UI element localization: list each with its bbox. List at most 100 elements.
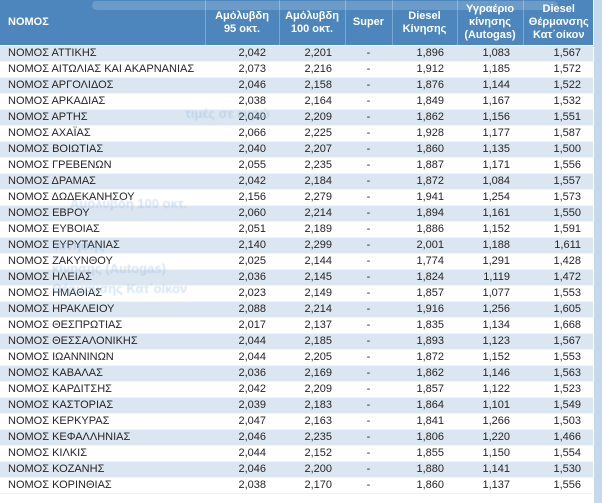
column-header-super: Super [344,0,392,46]
table-row: ΝΟΜΟΣ ΕΥΡΥΤΑΝΙΑΣ 2,140 2,299 - 2,001 1,188 1,6… [0,237,594,254]
cell-unleaded100: 2,201 [304,47,332,59]
cell-unleaded100: 2,216 [304,63,332,75]
cell-autogas: 1,254 [482,191,510,203]
column-header-unleaded100: Αμόλυβδη 100 οκτ. [278,0,345,46]
cell-nomos: ΝΟΜΟΣ ΚΙΛΚΙΣ [8,447,88,459]
cell-unleaded100: 2,145 [304,271,332,283]
cell-heating: 1,500 [553,143,581,155]
cell-diesel: 1,857 [416,287,444,299]
table-row: ΝΟΜΟΣ ΚΟΡΙΝΘΙΑΣ 2,038 2,170 - 1,860 1,137 1,55… [0,478,594,494]
cell-unleaded100: 2,279 [304,191,332,203]
cell-heating: 1,668 [553,319,581,331]
cell-nomos: ΝΟΜΟΣ ΚΑΒΑΛΑΣ [8,367,103,379]
table-row: ΝΟΜΟΣ ΚΑΣΤΟΡΙΑΣ 2,039 2,183 - 1,864 1,101 1,54… [0,397,594,414]
cell-super: - [366,127,371,139]
cell-unleaded100: 2,205 [304,351,332,363]
cell-heating: 1,567 [553,335,581,347]
cell-diesel: 1,860 [416,143,444,155]
cell-autogas: 1,291 [482,255,510,267]
cell-diesel: 1,941 [416,191,444,203]
cell-unleaded95: 2,073 [238,63,266,75]
cell-unleaded100: 2,152 [304,447,332,459]
cell-unleaded100: 2,137 [304,319,332,331]
cell-super: - [366,303,371,315]
column-header-heating: Diesel Θέρμανσης Κατ΄οίκον [522,0,594,46]
cell-nomos: ΝΟΜΟΣ ΑΡΚΑΔΙΑΣ [8,95,106,107]
cell-nomos: ΝΟΜΟΣ ΚΟΖΑΝΗΣ [8,463,105,475]
cell-unleaded95: 2,055 [238,159,266,171]
cell-heating: 1,572 [553,63,581,75]
cell-diesel: 1,774 [416,255,444,267]
cell-diesel: 1,916 [416,303,444,315]
cell-unleaded100: 2,184 [304,175,332,187]
cell-diesel: 1,880 [416,463,444,475]
cell-nomos: ΝΟΜΟΣ ΘΕΣΣΑΛΟΝΙΚΗΣ [8,335,138,347]
fuel-prices-table: ΝΟΜΟΣ Αμόλυβδη 95 οκτ. Αμόλυβδη 100 οκτ. Supe… [0,0,594,494]
cell-heating: 1,549 [553,399,581,411]
cell-nomos: ΝΟΜΟΣ ΔΩΔΕΚΑΝΗΣΟΥ [8,191,135,203]
cell-diesel: 1,855 [416,447,444,459]
table-row: ΝΟΜΟΣ ΕΥΒΟΙΑΣ 2,051 2,189 - 1,886 1,152 1,591 [0,222,594,238]
cell-diesel: 1,894 [416,207,444,219]
cell-unleaded100: 2,235 [304,431,332,443]
cell-heating: 1,605 [553,303,581,315]
cell-autogas: 1,150 [482,447,510,459]
cell-diesel: 1,806 [416,431,444,443]
table-header: ΝΟΜΟΣ Αμόλυβδη 95 οκτ. Αμόλυβδη 100 οκτ. Supe… [0,0,594,46]
cell-nomos: ΝΟΜΟΣ ΑΤΤΙΚΗΣ [8,47,97,59]
cell-autogas: 1,177 [482,127,510,139]
cell-autogas: 1,161 [482,207,510,219]
cell-diesel: 1,887 [416,159,444,171]
column-header-unleaded95: Αμόλυβδη 95 οκτ. [204,0,279,46]
cell-autogas: 1,156 [482,111,510,123]
table-row: ΝΟΜΟΣ ΑΡΓΟΛΙΔΟΣ 2,046 2,158 - 1,876 1,144 1,52… [0,77,594,94]
cell-diesel: 1,857 [416,383,444,395]
table-row: ΝΟΜΟΣ ΖΑΚΥΝΘΟΥ 2,025 2,144 - 1,774 1,291 1,428 [0,254,594,270]
cell-heating: 1,522 [553,79,581,91]
cell-super: - [366,287,371,299]
cell-unleaded95: 2,017 [238,319,266,331]
cell-nomos: ΝΟΜΟΣ ΔΡΑΜΑΣ [8,175,96,187]
cell-super: - [366,239,371,251]
cell-nomos: ΝΟΜΟΣ ΗΛΕΙΑΣ [8,271,92,283]
cell-nomos: ΝΟΜΟΣ ΖΑΚΥΝΘΟΥ [8,255,113,267]
cell-autogas: 1,185 [482,63,510,75]
cell-super: - [366,111,371,123]
cell-unleaded95: 2,046 [238,79,266,91]
cell-unleaded95: 2,044 [238,335,266,347]
cell-unleaded100: 2,299 [304,239,332,251]
cell-unleaded95: 2,042 [238,175,266,187]
cell-super: - [366,207,371,219]
cell-heating: 1,472 [553,271,581,283]
cell-heating: 1,550 [553,207,581,219]
cell-heating: 1,553 [553,287,581,299]
cell-diesel: 1,872 [416,175,444,187]
cell-autogas: 1,152 [482,351,510,363]
cell-heating: 1,466 [553,431,581,443]
cell-autogas: 1,146 [482,367,510,379]
cell-nomos: ΝΟΜΟΣ ΚΕΡΚΥΡΑΣ [8,415,110,427]
table-row: ΝΟΜΟΣ ΙΩΑΝΝΙΝΩΝ 2,044 2,205 - 1,872 1,152 1,55… [0,350,594,366]
table-row: ΝΟΜΟΣ ΑΤΤΙΚΗΣ 2,042 2,201 - 1,896 1,083 1,567 [0,45,594,62]
cell-super: - [366,191,371,203]
cell-heating: 1,556 [553,479,581,491]
cell-autogas: 1,122 [482,383,510,395]
cell-autogas: 1,137 [482,479,510,491]
cell-super: - [366,447,371,459]
cell-unleaded100: 2,158 [304,79,332,91]
column-header-autogas: Υγραέριο κίνησης (Autogas) [456,0,523,46]
cell-unleaded95: 2,040 [238,143,266,155]
cell-diesel: 1,860 [416,479,444,491]
cell-nomos: ΝΟΜΟΣ ΒΟΙΩΤΙΑΣ [8,143,104,155]
cell-super: - [366,143,371,155]
cell-autogas: 1,084 [482,175,510,187]
cell-autogas: 1,119 [483,271,510,283]
cell-diesel: 1,928 [416,127,444,139]
cell-heating: 1,563 [553,367,581,379]
cell-diesel: 1,893 [416,335,444,347]
cell-nomos: ΝΟΜΟΣ ΕΥΒΟΙΑΣ [8,223,100,235]
table-right-edge-band [593,0,602,503]
cell-diesel: 1,876 [416,79,444,91]
table-row: ΝΟΜΟΣ ΘΕΣΣΑΛΟΝΙΚΗΣ 2,044 2,185 - 1,893 1,123 1… [0,333,594,350]
cell-heating: 1,554 [553,447,581,459]
